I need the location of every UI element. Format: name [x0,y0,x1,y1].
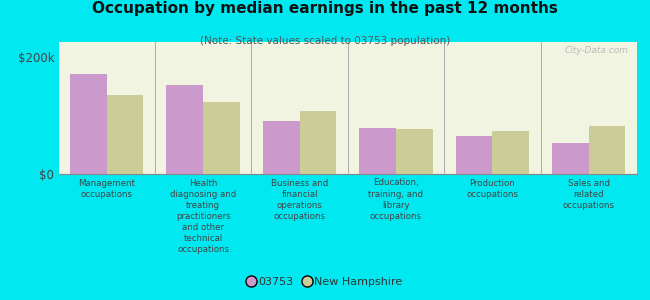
Bar [166,85,203,174]
Bar [552,143,589,174]
Text: Production
occupations: Production occupations [466,178,519,199]
Text: Business and
financial
operations
occupations: Business and financial operations occupa… [271,178,328,221]
Text: Sales and
related
occupations: Sales and related occupations [563,178,615,210]
Bar [589,126,625,174]
Bar [456,136,493,174]
Text: Health
diagnosing and
treating
practitioners
and other
technical
occupations: Health diagnosing and treating practitio… [170,178,236,254]
Bar [107,95,144,174]
Text: City-Data.com: City-Data.com [564,46,629,55]
Text: (Note: State values scaled to 03753 population): (Note: State values scaled to 03753 popu… [200,36,450,46]
Text: Education,
training, and
library
occupations: Education, training, and library occupat… [369,178,423,221]
Bar [493,130,529,174]
Bar [263,121,300,174]
Bar [359,128,396,174]
Bar [300,111,336,174]
Bar [70,74,107,174]
Text: Occupation by median earnings in the past 12 months: Occupation by median earnings in the pas… [92,2,558,16]
Bar [203,102,240,174]
Bar [396,129,433,174]
Text: Management
occupations: Management occupations [78,178,135,199]
Legend: 03753, New Hampshire: 03753, New Hampshire [243,272,407,291]
